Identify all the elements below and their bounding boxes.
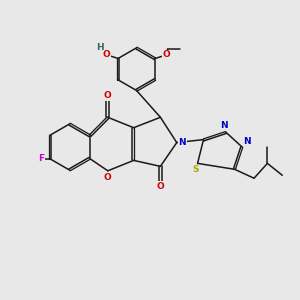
Text: N: N [178,138,186,147]
Text: O: O [157,182,164,191]
Text: O: O [163,50,170,59]
Text: O: O [104,91,112,100]
Text: S: S [193,165,199,174]
Text: O: O [104,173,112,182]
Text: F: F [38,154,44,163]
Text: H: H [96,43,103,52]
Text: N: N [220,121,228,130]
Text: O: O [103,50,111,59]
Text: N: N [243,136,250,146]
